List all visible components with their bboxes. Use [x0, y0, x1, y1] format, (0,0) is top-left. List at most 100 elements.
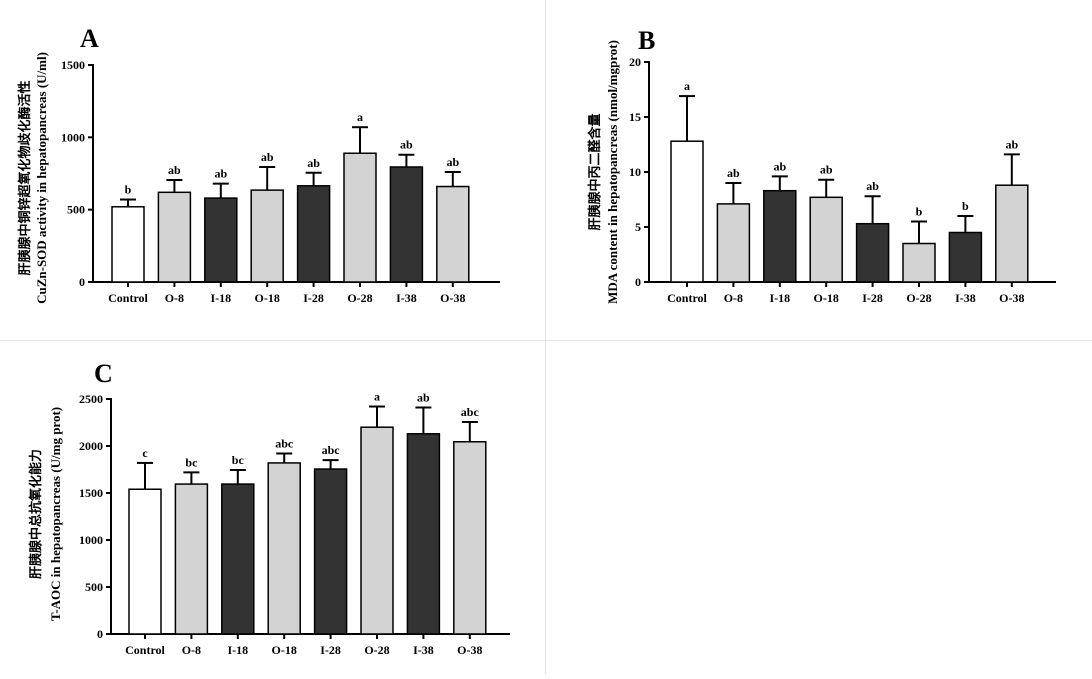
chart-a: A 肝胰腺中铜锌超氧化物歧化酶活性 CuZn-SOD activity in h…	[17, 24, 500, 305]
significance-label: abc	[275, 437, 294, 451]
x-tick-label: I-28	[320, 643, 341, 657]
significance-label: ab	[727, 166, 740, 180]
x-tick-label: I-38	[413, 643, 434, 657]
y-tick-label: 0	[635, 275, 641, 289]
bar	[343, 152, 377, 283]
significance-label: abc	[461, 405, 480, 419]
y-tick-label: 0	[79, 275, 85, 289]
bar	[296, 185, 331, 283]
significance-label: a	[374, 390, 380, 404]
bar	[995, 184, 1029, 283]
significance-label: abc	[322, 443, 341, 457]
y-tick-label: 0	[97, 627, 103, 641]
y-tick-label: 500	[85, 580, 103, 594]
y-tick-label: 1500	[61, 58, 85, 72]
x-tick-label: O-38	[999, 291, 1024, 305]
panel-b-letter: B	[638, 26, 655, 55]
bar	[855, 222, 890, 283]
significance-label: b	[962, 199, 969, 213]
chart-b: B 肝胰腺中丙二醛含量 MDA content in hepatopancrea…	[587, 26, 1056, 305]
panel-b-ylabel-en: MDA content in hepatopancreas (nmol/mgpr…	[605, 40, 620, 304]
x-tick-label: I-28	[303, 291, 324, 305]
bar	[902, 242, 936, 283]
y-tick-label: 5	[635, 220, 641, 234]
y-tick-label: 1000	[61, 130, 85, 144]
x-tick-label: Control	[125, 643, 165, 657]
bar	[763, 189, 797, 283]
y-tick-label: 1000	[79, 533, 103, 547]
bar	[436, 185, 470, 283]
x-tick-label: I-18	[227, 643, 248, 657]
significance-label: bc	[232, 453, 245, 467]
significance-label: ab	[214, 167, 227, 181]
significance-label: a	[684, 79, 690, 93]
y-tick-label: 500	[67, 203, 85, 217]
x-tick-label: I-38	[396, 291, 417, 305]
significance-label: bc	[185, 455, 198, 469]
bar	[809, 196, 843, 283]
panel-a-letter: A	[80, 24, 99, 53]
significance-label: a	[357, 110, 363, 124]
panel-a-plot: 0 500 1000 1500 b Control ab O-8 ab I-18 ab O-18 ab I…	[61, 58, 500, 305]
y-tick-label: 1500	[79, 486, 103, 500]
panel-c-ylabel-en: T-AOC in hepatopancreas (U/mg prot)	[48, 407, 63, 621]
x-tick-label: O-38	[457, 643, 482, 657]
x-tick-label: O-18	[272, 643, 297, 657]
bar	[453, 441, 487, 635]
x-tick-label: O-8	[182, 643, 201, 657]
bar	[128, 488, 162, 635]
panel-c: C 肝胰腺中总抗氧化能力 T-AOC in hepatopancreas (U/…	[0, 342, 545, 674]
significance-label: ab	[446, 155, 459, 169]
y-tick-label: 2500	[79, 392, 103, 406]
significance-label: ab	[400, 138, 413, 152]
x-tick-label: Control	[667, 291, 707, 305]
significance-label: ab	[820, 163, 833, 177]
bar	[313, 468, 348, 635]
x-tick-label: O-18	[814, 291, 839, 305]
bar	[267, 462, 301, 635]
bar	[221, 483, 255, 635]
panel-a-ylabel-cn: 肝胰腺中铜锌超氧化物歧化酶活性	[17, 80, 32, 275]
bar	[948, 231, 983, 283]
significance-label: ab	[261, 150, 274, 164]
panel-b-ylabel-cn: 肝胰腺中丙二醛含量	[587, 113, 602, 230]
bar	[111, 206, 145, 283]
panel-b: B 肝胰腺中丙二醛含量 MDA content in hepatopancrea…	[546, 0, 1092, 340]
x-tick-label: O-28	[364, 643, 389, 657]
x-tick-label: Control	[108, 291, 148, 305]
x-tick-label: O-18	[255, 291, 280, 305]
panel-c-letter: C	[94, 359, 113, 388]
significance-label: ab	[168, 163, 181, 177]
x-tick-label: O-8	[724, 291, 743, 305]
significance-label: ab	[417, 390, 430, 404]
panel-a: A 肝胰腺中铜锌超氧化物歧化酶活性 CuZn-SOD activity in h…	[0, 0, 545, 340]
significance-label: ab	[307, 156, 320, 170]
y-tick-label: 10	[629, 165, 641, 179]
y-tick-label: 15	[629, 110, 641, 124]
significance-label: b	[125, 183, 132, 197]
x-tick-label: O-38	[440, 291, 465, 305]
panel-b-plot: 0 5 10 15 20 a Control ab O-8 ab I-18 ab O-18 ab I-28 b…	[629, 55, 1056, 305]
y-tick-label: 20	[629, 55, 641, 69]
x-tick-label: I-28	[862, 291, 883, 305]
bar	[389, 166, 424, 283]
bar	[360, 426, 394, 635]
x-tick-label: I-18	[769, 291, 790, 305]
bar	[204, 197, 238, 283]
significance-label: ab	[866, 179, 879, 193]
x-tick-label: O-28	[906, 291, 931, 305]
x-tick-label: O-8	[165, 291, 184, 305]
significance-label: c	[142, 446, 148, 460]
bar	[157, 191, 192, 283]
bar	[174, 483, 209, 635]
panel-a-ylabel-en: CuZn-SOD activity in hepatopancreas (U/m…	[34, 52, 49, 304]
panel-divider-vertical	[545, 0, 546, 674]
x-tick-label: I-18	[210, 291, 231, 305]
chart-c: C 肝胰腺中总抗氧化能力 T-AOC in hepatopancreas (U/…	[28, 359, 510, 657]
significance-label: ab	[1005, 137, 1018, 151]
x-tick-label: O-28	[347, 291, 372, 305]
bar	[250, 189, 284, 283]
bar	[406, 433, 441, 635]
bar	[670, 140, 704, 283]
bar	[716, 203, 751, 283]
